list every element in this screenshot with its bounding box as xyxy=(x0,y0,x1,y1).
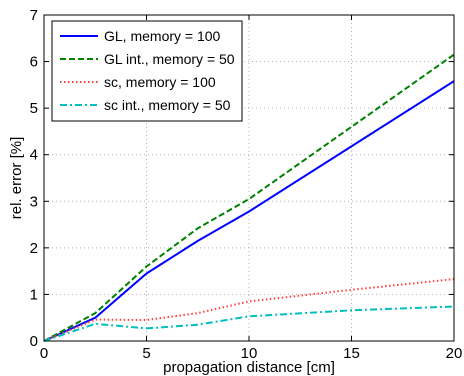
x-tick-label: 0 xyxy=(40,345,48,362)
x-tick-label: 20 xyxy=(446,345,463,362)
legend-label-2: GL int., memory = 50 xyxy=(104,51,235,67)
series-lines xyxy=(43,53,455,342)
y-tick-label: 7 xyxy=(30,7,38,24)
y-tick-label: 3 xyxy=(30,193,38,210)
x-axis-label: propagation distance [cm] xyxy=(163,359,335,376)
y-tick-label: 5 xyxy=(30,100,38,117)
series-line-4 xyxy=(43,305,455,342)
legend-label-3: sc, memory = 100 xyxy=(104,74,216,90)
y-tick-label: 2 xyxy=(30,240,38,257)
x-tick-label: 10 xyxy=(241,345,258,362)
legend-box xyxy=(51,20,243,122)
axis-ticks: 0 5 10 15 20 0 1 2 3 4 5 6 7 xyxy=(30,7,463,362)
x-tick-label: 15 xyxy=(343,345,360,362)
series-line-2 xyxy=(43,53,455,342)
y-axis-label: rel. error [%] xyxy=(8,137,25,220)
legend-label-1: GL, memory = 100 xyxy=(104,28,221,44)
y-tick-label: 1 xyxy=(30,286,38,303)
legend-label-4: sc int., memory = 50 xyxy=(104,97,231,113)
x-tick-label: 5 xyxy=(142,345,150,362)
legend: GL, memory = 100 GL int., memory = 50 sc, … xyxy=(51,20,243,122)
y-tick-label: 4 xyxy=(30,147,38,164)
y-tick-label: 6 xyxy=(30,54,38,71)
series-line-1 xyxy=(43,80,455,342)
y-tick-label: 0 xyxy=(30,333,38,350)
